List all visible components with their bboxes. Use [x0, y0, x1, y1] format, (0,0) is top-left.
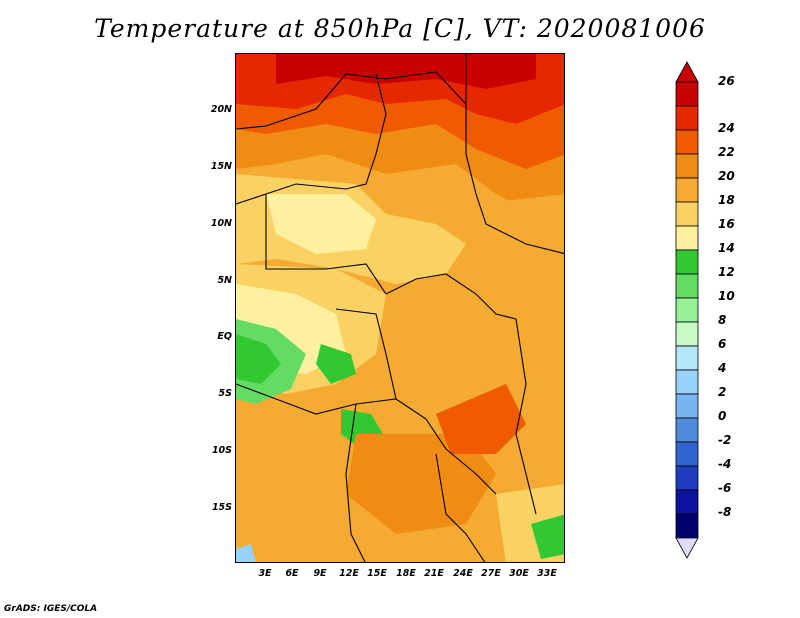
colorbar-segment — [675, 129, 699, 155]
colorbar-segment — [675, 153, 699, 179]
colorbar-label: 10 — [718, 289, 735, 303]
x-tick-label: 3E — [258, 568, 272, 579]
colorbar-label: 24 — [718, 121, 735, 135]
colorbar — [675, 61, 699, 559]
colorbar-segment — [675, 417, 699, 443]
colorbar-segment — [675, 465, 699, 491]
colorbar-label: -4 — [718, 457, 732, 471]
colorbar-segment — [675, 297, 699, 323]
colorbar-segment — [675, 513, 699, 539]
y-tick-label: 15N — [210, 161, 232, 172]
map-canvas — [236, 54, 564, 562]
colorbar-segment — [675, 441, 699, 467]
colorbar-top-arrow — [675, 61, 699, 83]
colorbar-label: 6 — [718, 337, 727, 351]
colorbar-label: -6 — [718, 481, 732, 495]
colorbar-segment — [675, 249, 699, 275]
colorbar-segment — [675, 177, 699, 203]
colorbar-label: 12 — [718, 265, 735, 279]
colorbar-label: 14 — [718, 241, 735, 255]
colorbar-bottom-arrow — [675, 537, 699, 559]
colorbar-label: -2 — [718, 433, 732, 447]
colorbar-label: 16 — [718, 217, 735, 231]
colorbar-label: -8 — [718, 505, 732, 519]
colorbar-segment — [675, 81, 699, 107]
y-tick-label: 10N — [210, 218, 232, 229]
colorbar-segment — [675, 273, 699, 299]
x-tick-label: 24E — [453, 568, 473, 579]
x-tick-label: 27E — [481, 568, 501, 579]
colorbar-segment — [675, 105, 699, 131]
colorbar-segment — [675, 225, 699, 251]
x-tick-label: 9E — [313, 568, 327, 579]
footer-credit: GrADS: IGES/COLA — [4, 604, 98, 614]
colorbar-segment — [675, 393, 699, 419]
colorbar-label: 4 — [718, 361, 727, 375]
x-tick-label: 33E — [537, 568, 557, 579]
colorbar-segment — [675, 489, 699, 515]
x-tick-label: 15E — [367, 568, 387, 579]
colorbar-label: 22 — [718, 145, 735, 159]
x-tick-label: 12E — [339, 568, 359, 579]
x-tick-label: 18E — [396, 568, 416, 579]
colorbar-segment — [675, 369, 699, 395]
temperature-map — [235, 53, 565, 563]
colorbar-segment — [675, 201, 699, 227]
colorbar-label: 20 — [718, 169, 735, 183]
y-tick-label: 15S — [211, 502, 232, 513]
y-tick-label: EQ — [217, 331, 232, 342]
colorbar-label: 26 — [718, 74, 735, 88]
y-tick-label: 5S — [218, 388, 232, 399]
x-tick-label: 30E — [509, 568, 529, 579]
map-title: Temperature at 850hPa [C], VT: 202008100… — [94, 14, 706, 43]
colorbar-label: 18 — [718, 193, 735, 207]
y-tick-label: 5N — [217, 275, 232, 286]
x-tick-label: 21E — [424, 568, 444, 579]
y-tick-label: 20N — [210, 104, 232, 115]
colorbar-segment — [675, 321, 699, 347]
colorbar-segment — [675, 345, 699, 371]
y-tick-label: 10S — [211, 445, 232, 456]
colorbar-label: 2 — [718, 385, 727, 399]
colorbar-label: 0 — [718, 409, 727, 423]
colorbar-label: 8 — [718, 313, 727, 327]
x-tick-label: 6E — [285, 568, 299, 579]
